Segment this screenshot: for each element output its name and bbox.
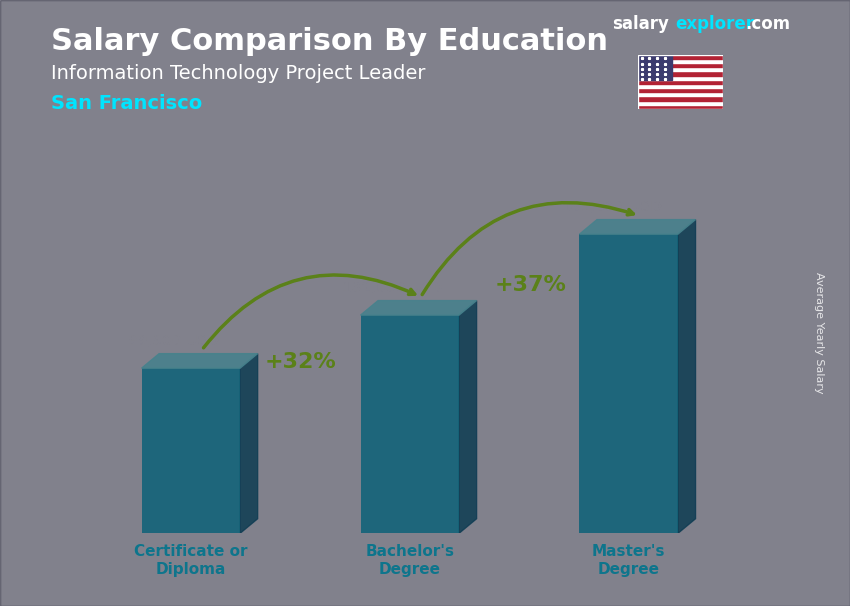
- Text: Information Technology Project Leader: Information Technology Project Leader: [51, 64, 426, 82]
- Text: 99,900 USD: 99,900 USD: [128, 334, 218, 348]
- Text: salary: salary: [612, 15, 669, 33]
- Bar: [638, 72, 722, 76]
- Bar: [638, 76, 722, 80]
- Text: +32%: +32%: [264, 351, 337, 371]
- Text: 132,000 USD: 132,000 USD: [342, 281, 443, 295]
- Bar: [638, 88, 722, 92]
- Bar: [638, 80, 722, 84]
- Bar: [638, 63, 722, 67]
- Text: explorer: explorer: [676, 15, 755, 33]
- Text: 181,000 USD: 181,000 USD: [561, 200, 662, 214]
- Bar: [638, 67, 722, 72]
- Bar: [638, 105, 722, 109]
- Bar: [360, 315, 459, 533]
- Bar: [638, 55, 722, 59]
- Text: +37%: +37%: [495, 275, 566, 295]
- Text: Salary Comparison By Education: Salary Comparison By Education: [51, 27, 608, 56]
- Bar: [638, 59, 722, 63]
- Bar: [638, 96, 722, 101]
- Bar: [142, 368, 240, 533]
- Polygon shape: [678, 219, 695, 533]
- Polygon shape: [240, 354, 258, 533]
- Text: Average Yearly Salary: Average Yearly Salary: [814, 273, 824, 394]
- Polygon shape: [142, 354, 258, 368]
- Bar: [638, 84, 722, 88]
- Text: San Francisco: San Francisco: [51, 94, 202, 113]
- Bar: [638, 101, 722, 105]
- Bar: [580, 234, 678, 533]
- Polygon shape: [580, 219, 695, 234]
- Text: .com: .com: [745, 15, 791, 33]
- Polygon shape: [459, 301, 477, 533]
- Polygon shape: [360, 301, 477, 315]
- Bar: [638, 92, 722, 96]
